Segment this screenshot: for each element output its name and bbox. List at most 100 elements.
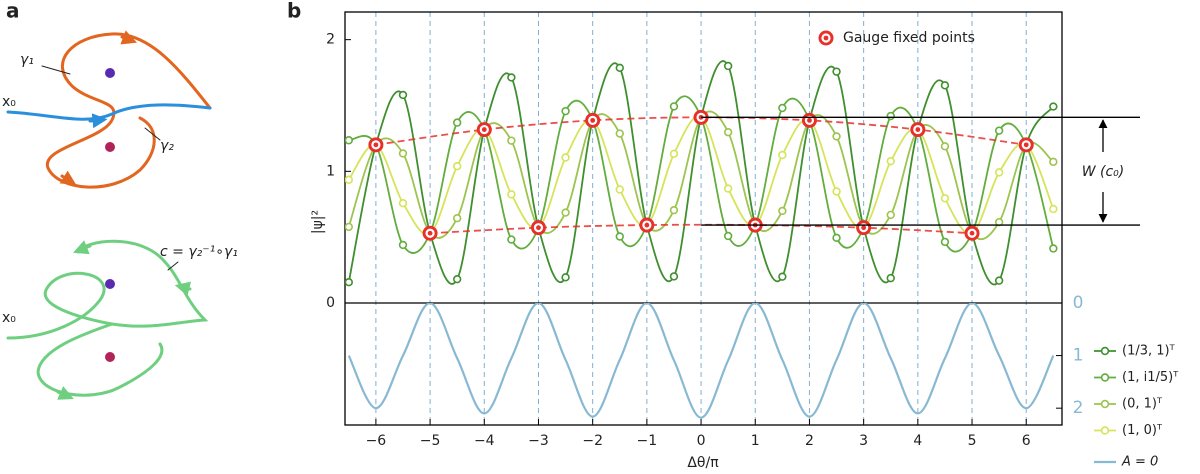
marker <box>345 222 353 232</box>
marker <box>561 106 570 116</box>
leader <box>41 65 71 75</box>
x-tick-label: 4 <box>913 433 922 449</box>
arrow <box>120 30 138 45</box>
y-tick-label: 2 <box>1073 398 1084 418</box>
marker <box>723 184 733 193</box>
legend-marker <box>1100 426 1110 435</box>
x-tick-label: −4 <box>474 433 495 449</box>
marker <box>398 149 408 158</box>
x-tick-label: 2 <box>805 433 814 449</box>
plot-frame <box>344 11 1063 426</box>
marker <box>940 142 950 151</box>
singularity <box>105 142 115 152</box>
panel-label: a <box>6 0 20 23</box>
marker <box>1049 157 1058 167</box>
diagram-top <box>6 30 212 189</box>
x-tick-label: 6 <box>1022 433 1031 449</box>
marker <box>669 102 679 111</box>
marker <box>669 149 679 159</box>
envelope-line <box>430 223 973 235</box>
marker <box>615 232 624 241</box>
plot-area <box>347 303 1055 419</box>
marker <box>886 210 895 220</box>
marker <box>832 132 841 141</box>
fixed-point-dot <box>590 117 596 123</box>
fixed-point-dot <box>644 222 650 228</box>
marker <box>832 233 841 243</box>
marker <box>669 272 679 281</box>
marker <box>507 190 516 199</box>
loop-label: γ₁ <box>20 52 34 68</box>
fixed-point-dot <box>969 230 975 236</box>
diagram-bottom <box>6 239 209 400</box>
marker <box>1049 102 1058 111</box>
marker <box>778 150 787 160</box>
legend-marker <box>823 35 829 41</box>
marker <box>398 240 408 250</box>
annotation: W (c₀) <box>1082 164 1125 180</box>
marker <box>940 81 950 90</box>
legend-label: (1, i1/5)ᵀ <box>1122 370 1179 385</box>
x-tick-label: 0 <box>697 433 706 449</box>
start-label: x₀ <box>2 94 16 110</box>
marker <box>507 235 516 244</box>
marker <box>723 61 733 71</box>
marker <box>561 153 570 162</box>
y-axis-title: |ψ|² <box>310 210 326 234</box>
leader <box>167 261 179 271</box>
marker <box>1049 204 1058 214</box>
fixed-point-dot <box>861 225 867 231</box>
marker <box>723 128 733 137</box>
legend-label: (0, 1)ᵀ <box>1122 397 1163 412</box>
y-tick-label: 1 <box>1073 346 1084 366</box>
x-tick-label: −5 <box>420 433 441 449</box>
y-tick-label: 1 <box>326 163 335 179</box>
legend-label: A = 0 <box>1121 455 1158 470</box>
start-label: x₀ <box>2 310 16 326</box>
marker <box>723 231 733 241</box>
marker <box>398 198 408 208</box>
legend-marker <box>1100 346 1110 356</box>
marker <box>507 136 516 145</box>
marker <box>345 175 353 184</box>
fixed-point-dot <box>427 230 433 236</box>
x-tick-label: −6 <box>366 433 387 449</box>
marker <box>832 187 841 196</box>
legend-label: Gauge fixed points <box>843 30 975 46</box>
marker <box>452 161 462 171</box>
legend-label: (1, 0)ᵀ <box>1122 423 1163 438</box>
fixed-point-dot <box>1023 142 1029 148</box>
loop-gamma1 <box>45 32 212 189</box>
singularity <box>105 68 115 78</box>
marker <box>778 206 787 216</box>
marker <box>994 168 1004 177</box>
fixed-point-dot <box>373 142 379 148</box>
y-tick-label: 2 <box>326 32 335 48</box>
legend-marker <box>1100 373 1110 382</box>
marker <box>994 126 1004 135</box>
marker <box>940 237 950 247</box>
fixed-point-dot <box>807 117 812 123</box>
marker <box>615 185 624 194</box>
singularity <box>105 352 115 362</box>
marker <box>452 274 462 284</box>
arrow <box>88 113 108 129</box>
x-tick-label: −3 <box>528 433 549 449</box>
fixed-point-dot <box>481 127 487 132</box>
series-line <box>347 303 1055 419</box>
marker <box>345 277 353 287</box>
x-tick-label: 1 <box>751 433 760 449</box>
legend-marker <box>1100 399 1110 409</box>
x-tick-label: 3 <box>859 433 868 449</box>
marker <box>561 208 570 217</box>
marker <box>778 272 787 281</box>
marker <box>994 276 1004 285</box>
marker <box>615 63 624 73</box>
marker <box>886 273 895 283</box>
leader <box>144 127 161 141</box>
marker <box>507 73 516 82</box>
marker <box>1049 244 1058 253</box>
marker <box>886 156 895 166</box>
fixed-point-dot <box>698 114 704 120</box>
